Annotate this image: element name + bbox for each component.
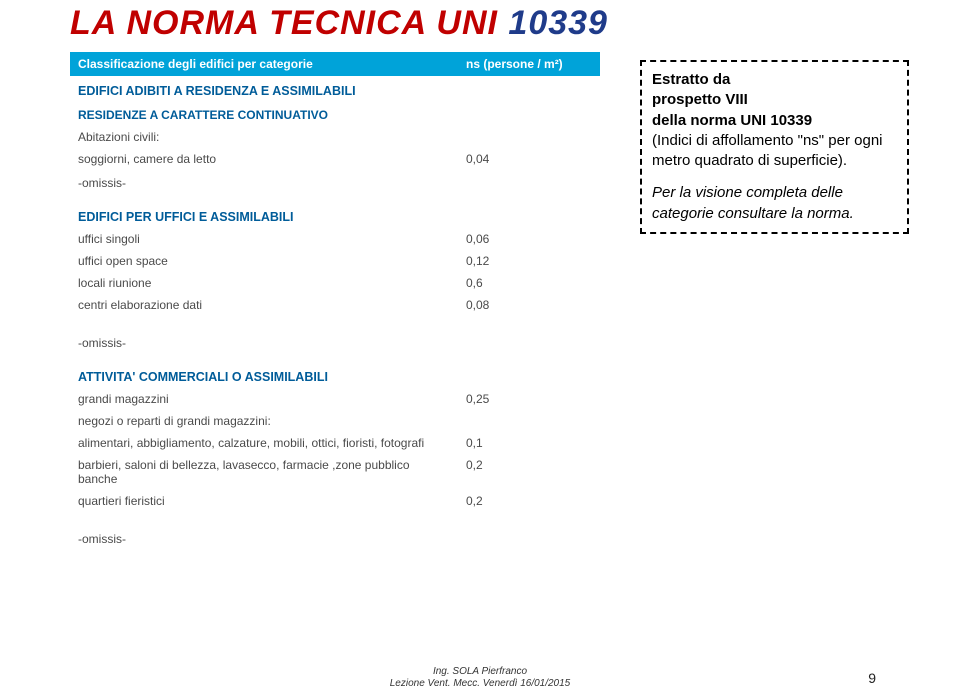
footer-line1: Ing. SOLA Pierfranco bbox=[0, 666, 960, 678]
section-heading: EDIFICI PER UFFICI E ASSIMILABILI bbox=[70, 202, 600, 228]
page-number: 9 bbox=[868, 670, 876, 686]
title-part2: 10339 bbox=[508, 4, 608, 42]
table-row: barbieri, saloni di bellezza, lavasecco,… bbox=[70, 454, 600, 490]
note-tail: Per la visione completa delle categorie … bbox=[652, 183, 897, 224]
table-row: alimentari, abbigliamento, calzature, mo… bbox=[70, 432, 600, 454]
table-row: negozi o reparti di grandi magazzini: bbox=[70, 410, 600, 432]
row-value: 0,2 bbox=[458, 493, 612, 509]
section-subheading: RESIDENZE A CARATTERE CONTINUATIVO bbox=[70, 102, 600, 126]
row-label: centri elaborazione dati bbox=[70, 297, 458, 313]
header-col2: ns (persone / m²) bbox=[458, 52, 612, 76]
section-heading: EDIFICI ADIBITI A RESIDENZA E ASSIMILABI… bbox=[70, 76, 600, 102]
row-value: 0,06 bbox=[458, 231, 612, 247]
row-label: locali riunione bbox=[70, 275, 458, 291]
omissis: -omissis- bbox=[70, 170, 600, 196]
row-label: negozi o reparti di grandi magazzini: bbox=[70, 413, 458, 429]
row-value: 0,6 bbox=[458, 275, 612, 291]
table-row: quartieri fieristici 0,2 bbox=[70, 490, 600, 512]
note-desc: (Indici di affollamento "ns" per ogni me… bbox=[652, 131, 897, 172]
row-value: 0,1 bbox=[458, 435, 612, 451]
row-label: quartieri fieristici bbox=[70, 493, 458, 509]
note-lead3: della norma UNI 10339 bbox=[652, 111, 897, 131]
row-value: 0,08 bbox=[458, 297, 612, 313]
omissis: -omissis- bbox=[70, 526, 600, 552]
row-value: 0,12 bbox=[458, 253, 612, 269]
row-label: soggiorni, camere da letto bbox=[70, 151, 458, 167]
row-label: alimentari, abbigliamento, calzature, mo… bbox=[70, 435, 458, 451]
footer-line2: Lezione Vent. Mecc. Venerdì 16/01/2015 bbox=[0, 678, 960, 690]
table-row: Abitazioni civili: bbox=[70, 126, 600, 148]
note-lead2: prospetto VIII bbox=[652, 90, 897, 110]
table-row: uffici open space 0,12 bbox=[70, 250, 600, 272]
note-box: Estratto da prospetto VIII della norma U… bbox=[640, 60, 909, 234]
row-label: uffici singoli bbox=[70, 231, 458, 247]
row-value: 0,04 bbox=[458, 151, 612, 167]
table-row: uffici singoli 0,06 bbox=[70, 228, 600, 250]
row-label: Abitazioni civili: bbox=[70, 129, 458, 145]
row-value bbox=[458, 413, 612, 429]
page-title: LA NORMA TECNICA UNI 10339 bbox=[70, 4, 608, 43]
spacer bbox=[652, 171, 897, 183]
row-label: barbieri, saloni di bellezza, lavasecco,… bbox=[70, 457, 458, 487]
section-heading: ATTIVITA' COMMERCIALI O ASSIMILABILI bbox=[70, 362, 600, 388]
row-label: grandi magazzini bbox=[70, 391, 458, 407]
row-value: 0,2 bbox=[458, 457, 612, 487]
classification-table: Classificazione degli edifici per catego… bbox=[70, 52, 600, 552]
table-row: soggiorni, camere da letto 0,04 bbox=[70, 148, 600, 170]
footer: Ing. SOLA Pierfranco Lezione Vent. Mecc.… bbox=[0, 666, 960, 690]
table-header: Classificazione degli edifici per catego… bbox=[70, 52, 600, 76]
note-lead1: Estratto da bbox=[652, 70, 897, 90]
table-row: centri elaborazione dati 0,08 bbox=[70, 294, 600, 316]
table-row: locali riunione 0,6 bbox=[70, 272, 600, 294]
omissis: -omissis- bbox=[70, 330, 600, 356]
row-label: uffici open space bbox=[70, 253, 458, 269]
header-col1: Classificazione degli edifici per catego… bbox=[70, 52, 458, 76]
row-value bbox=[458, 129, 612, 145]
row-value: 0,25 bbox=[458, 391, 612, 407]
table-row: grandi magazzini 0,25 bbox=[70, 388, 600, 410]
title-part1: LA NORMA TECNICA UNI bbox=[70, 4, 508, 42]
